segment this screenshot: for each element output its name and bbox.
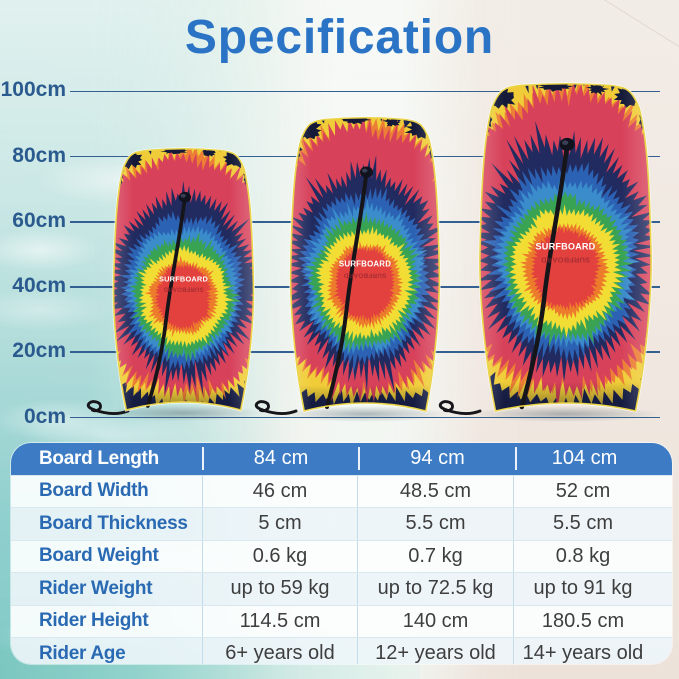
svg-text:SURFBOARD: SURFBOARD (344, 271, 387, 278)
svg-text:SURFBOARD: SURFBOARD (541, 255, 590, 264)
svg-text:SURFBOARD: SURFBOARD (159, 275, 208, 284)
svg-text:SURFBOARD: SURFBOARD (163, 286, 204, 292)
svg-text:SURFBOARD: SURFBOARD (536, 242, 596, 252)
svg-text:SURFBOARD: SURFBOARD (339, 260, 391, 269)
